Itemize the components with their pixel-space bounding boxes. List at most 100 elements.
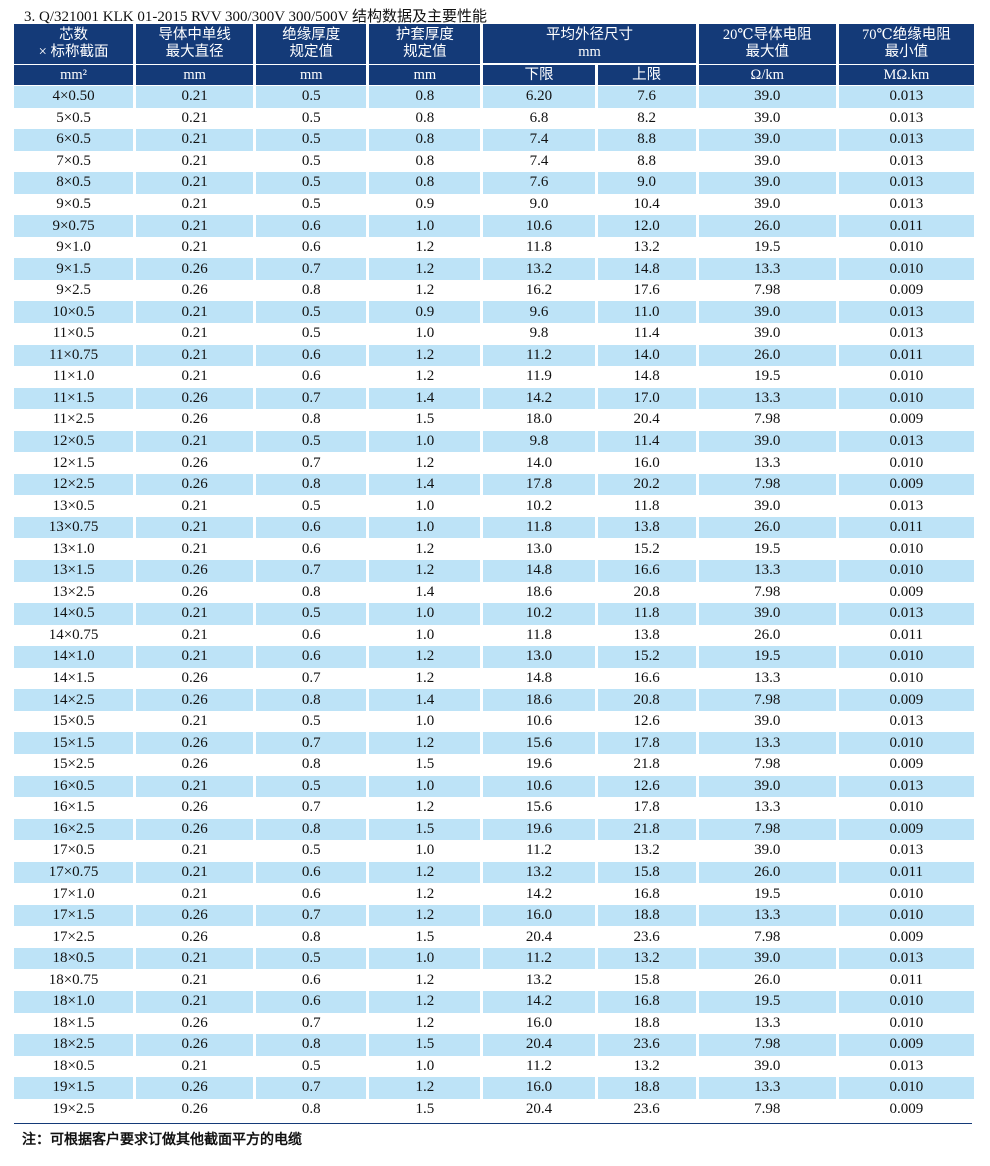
table-cell: 0.013 [889, 109, 924, 126]
table-cell: 1.2 [415, 454, 435, 471]
table-cell: 16.0 [483, 1077, 595, 1099]
table-cell: 14.2 [483, 990, 595, 1013]
table-cell: 0.26 [136, 904, 254, 927]
table-cell: 13.3 [698, 560, 836, 582]
table-cell: 0.5 [256, 430, 367, 453]
table-cell: 10.4 [633, 196, 660, 212]
table-cell: 13.2 [633, 1057, 660, 1074]
header-line: 20℃导体电阻 [722, 27, 812, 43]
table-cell: 0.011 [889, 971, 923, 988]
table-cell: 39.0 [754, 1057, 781, 1074]
table-cell: 0.21 [136, 215, 254, 237]
table-cell: 7.98 [698, 473, 836, 496]
header-line: 规定值 [403, 44, 447, 60]
table-row: 13×0.5 0.21 0.5 1.0 10.2 11.8 39.0 0.013 [14, 495, 974, 517]
table-cell: 0.21 [136, 861, 254, 884]
header-line: 芯数 [59, 27, 89, 43]
table-cell: 0.6 [301, 540, 321, 557]
table-row: 12×1.5 0.26 0.7 1.2 14.0 16.0 13.3 0.010 [14, 452, 974, 474]
table-cell: 17.0 [597, 387, 696, 410]
table-cell: 17×0.5 [52, 842, 95, 859]
header-line: 最大值 [745, 44, 789, 60]
table-cell: 0.013 [838, 172, 974, 194]
table-cell: 9×1.5 [14, 258, 134, 280]
table-cell: 11×1.0 [52, 368, 95, 385]
table-cell: 14×0.75 [48, 626, 99, 643]
table-cell: 0.7 [256, 387, 367, 410]
table-cell: 1.5 [415, 411, 435, 428]
table-cell: 19.5 [754, 885, 781, 902]
table-cell: 0.9 [369, 301, 481, 324]
table-cell: 14×1.5 [52, 670, 95, 687]
table-cell: 0.21 [136, 430, 254, 453]
table-cell: 1.5 [369, 1034, 481, 1056]
table-cell: 0.009 [889, 282, 924, 299]
table-cell: 0.8 [301, 928, 321, 945]
table-cell: 0.6 [256, 516, 367, 539]
table-cell: 11.8 [633, 497, 660, 514]
header-cores-section: 芯数 × 标称截面 [14, 24, 134, 65]
table-cell: 18.8 [597, 904, 696, 927]
table-cell: 39.0 [698, 430, 836, 453]
table-cell: 1.0 [369, 603, 481, 625]
table-cell: 0.6 [256, 344, 367, 367]
table-cell: 17×1.5 [14, 904, 134, 927]
table-cell: 0.26 [181, 670, 208, 687]
table-cell: 0.010 [838, 990, 974, 1013]
header-unit: mm [256, 65, 367, 86]
header-line: 70℃绝缘电阻 [862, 27, 951, 43]
table-cell: 0.013 [889, 325, 924, 342]
table-row: 4×0.50 0.21 0.5 0.8 6.20 7.6 39.0 0.013 [14, 86, 974, 108]
table-cell: 0.21 [181, 540, 208, 557]
table-cell: 18×1.0 [14, 990, 134, 1013]
table-cell: 0.5 [301, 497, 321, 514]
table-cell: 0.26 [136, 818, 254, 841]
table-cell: 39.0 [754, 497, 781, 514]
table-cell: 9×0.75 [14, 215, 134, 237]
table-cell: 14.8 [525, 670, 553, 687]
table-cell: 0.26 [181, 1100, 208, 1117]
table-cell: 0.011 [838, 516, 974, 539]
table-cell: 0.26 [136, 387, 254, 410]
table-cell: 1.2 [369, 646, 481, 668]
table-cell: 9.0 [597, 172, 696, 194]
table-cell: 9.8 [483, 430, 595, 453]
table-cell: 26.0 [698, 861, 836, 884]
table-cell: 13.2 [597, 947, 696, 970]
table-cell: 0.010 [889, 454, 924, 471]
table-cell: 1.0 [369, 947, 481, 970]
table-cell: 20.4 [633, 411, 660, 428]
table-row: 17×0.75 0.21 0.6 1.2 13.2 15.8 26.0 0.011 [14, 861, 974, 884]
table-cell: 13.2 [525, 971, 553, 988]
header-line: 绝缘厚度 [282, 27, 341, 43]
table-cell: 10.2 [525, 497, 553, 514]
table-cell: 0.26 [136, 689, 254, 711]
table-cell: 1.2 [369, 990, 481, 1013]
table-cell: 0.5 [301, 713, 321, 730]
table-cell: 0.8 [415, 152, 435, 169]
table-cell: 39.0 [698, 301, 836, 324]
table-cell: 0.7 [301, 670, 321, 687]
table-cell: 0.6 [301, 368, 321, 385]
table-cell: 11.4 [597, 430, 696, 453]
table-cell: 6.8 [529, 109, 549, 126]
table-cell: 1.4 [415, 583, 435, 600]
table-cell: 0.5 [301, 1057, 321, 1074]
table-cell: 0.8 [369, 86, 481, 108]
table-cell: 10×0.5 [14, 301, 134, 324]
table-row: 14×0.75 0.21 0.6 1.0 11.8 13.8 26.0 0.011 [14, 625, 974, 647]
table-cell: 10.6 [483, 215, 595, 237]
table-cell: 0.21 [136, 301, 254, 324]
table-cell: 0.013 [838, 430, 974, 453]
table-cell: 0.8 [256, 689, 367, 711]
table-cell: 7.4 [483, 129, 595, 151]
table-cell: 13.2 [483, 861, 595, 884]
table-cell: 13×0.5 [52, 497, 95, 514]
table-cell: 0.5 [256, 603, 367, 625]
table-cell: 19.5 [754, 368, 781, 385]
table-cell: 0.21 [181, 152, 208, 169]
table-cell: 39.0 [754, 152, 781, 169]
table-cell: 19.5 [698, 990, 836, 1013]
table-cell: 0.013 [889, 497, 924, 514]
table-cell: 13×1.5 [14, 560, 134, 582]
